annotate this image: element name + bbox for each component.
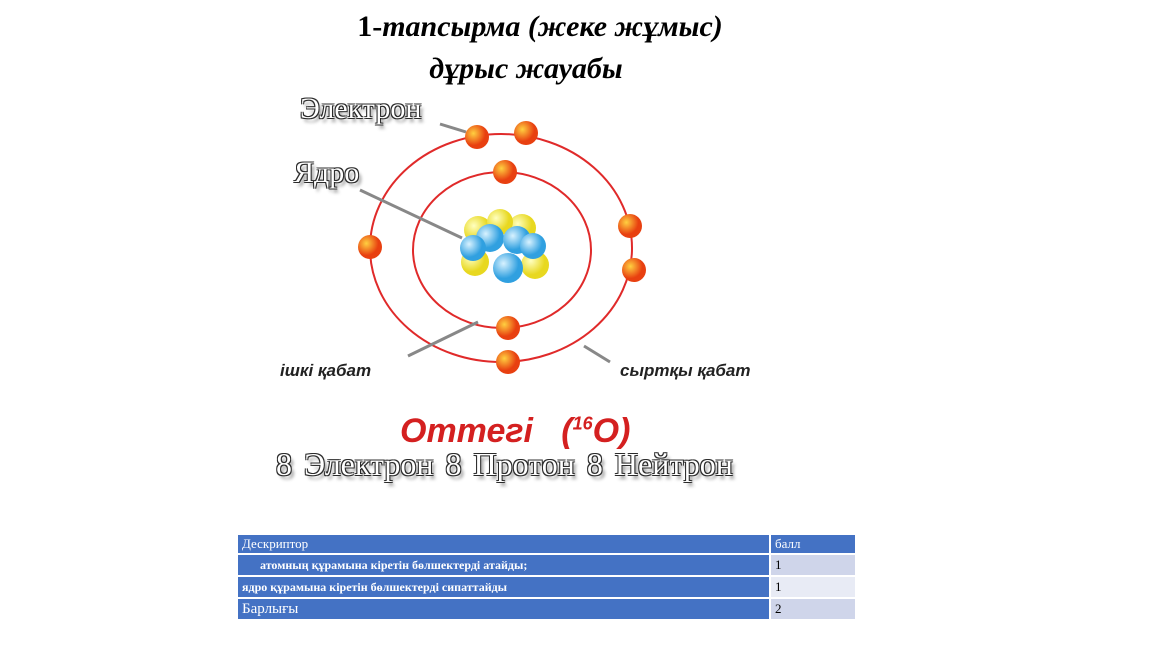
- descriptor-table: Дескриптор балл атомның құрамына кіретін…: [236, 533, 857, 621]
- slide-title: 1-тапсырма (жеке жұмыс): [357, 10, 723, 43]
- electron: [358, 235, 382, 259]
- score-cell: 1: [769, 575, 857, 599]
- proton: [493, 253, 523, 283]
- element-name: Оттегі (16O): [400, 412, 631, 450]
- inner-layer-label: ішкі қабат: [280, 361, 372, 380]
- total-label: Барлығы: [236, 597, 771, 621]
- particle-counts: 8 Электрон 8 Протон 8 Нейтрон: [276, 446, 733, 482]
- proton: [460, 235, 486, 261]
- electron: [493, 160, 517, 184]
- outer-layer-pointer: [583, 344, 611, 364]
- electron: [618, 214, 642, 238]
- descriptor-cell: ядро құрамына кіретін бөлшектерді сипатт…: [236, 575, 771, 599]
- nucleus-label: Ядро: [294, 156, 360, 189]
- electron: [496, 316, 520, 340]
- electron: [622, 258, 646, 282]
- header-score: балл: [769, 533, 857, 555]
- electrons: [358, 121, 646, 374]
- pointer-lines: [359, 122, 611, 364]
- inner-orbit: [412, 171, 592, 329]
- electron: [514, 121, 538, 145]
- proton: [520, 233, 546, 259]
- table-row: ядро құрамына кіретін бөлшектерді сипатт…: [236, 575, 857, 599]
- electron: [496, 350, 520, 374]
- electron: [465, 125, 489, 149]
- electron-pointer: [439, 122, 467, 134]
- slide-subtitle: дұрыс жауабы: [429, 52, 623, 85]
- outer-layer-label: сыртқы қабат: [620, 361, 751, 380]
- table-row-total: Барлығы 2: [236, 597, 857, 621]
- header-descriptor: Дескриптор: [236, 533, 771, 555]
- table-header: Дескриптор балл: [236, 533, 857, 555]
- electron-label: Электрон: [300, 92, 422, 125]
- inner-layer-pointer: [407, 320, 479, 358]
- score-cell: 1: [769, 553, 857, 577]
- nucleus-pointer: [359, 188, 463, 240]
- nucleus: [460, 209, 549, 283]
- total-score: 2: [769, 597, 857, 621]
- descriptor-cell: атомның құрамына кіретін бөлшектерді ата…: [236, 553, 771, 577]
- table-row: атомның құрамына кіретін бөлшектерді ата…: [236, 553, 857, 577]
